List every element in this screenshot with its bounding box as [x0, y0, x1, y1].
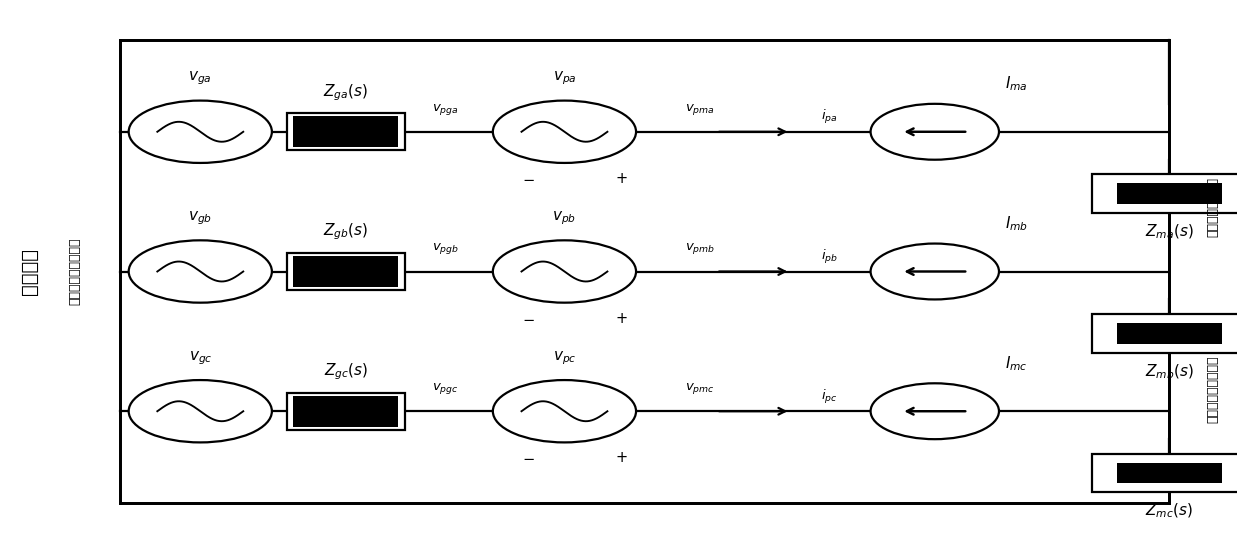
- Text: $+$: $+$: [615, 451, 627, 465]
- Text: $v_{pmc}$: $v_{pmc}$: [686, 381, 715, 396]
- Text: $v_{pb}$: $v_{pb}$: [553, 209, 577, 227]
- Text: $Z_{mb}(s)$: $Z_{mb}(s)$: [1145, 362, 1194, 381]
- Bar: [294, 396, 398, 427]
- Text: $v_{gb}$: $v_{gb}$: [188, 209, 212, 227]
- Bar: [294, 256, 398, 287]
- Text: $i_{pb}$: $i_{pb}$: [821, 248, 838, 266]
- Text: $Z_{mc}(s)$: $Z_{mc}(s)$: [1146, 502, 1193, 520]
- Bar: [120, 40, 1169, 503]
- Bar: [1117, 323, 1221, 344]
- Bar: [1117, 463, 1221, 483]
- Text: $i_{pa}$: $i_{pa}$: [821, 109, 838, 127]
- Text: $-$: $-$: [522, 451, 534, 465]
- Text: $+$: $+$: [615, 171, 627, 186]
- Bar: [288, 253, 404, 290]
- Text: $v_{pmb}$: $v_{pmb}$: [686, 242, 715, 256]
- Circle shape: [129, 380, 272, 443]
- Circle shape: [129, 100, 272, 163]
- Text: $I_{ma}$: $I_{ma}$: [1006, 74, 1028, 93]
- Circle shape: [870, 244, 999, 299]
- Text: $v_{pga}$: $v_{pga}$: [433, 102, 459, 117]
- Circle shape: [492, 380, 636, 443]
- Text: $I_{mb}$: $I_{mb}$: [1006, 214, 1028, 233]
- Text: $v_{pa}$: $v_{pa}$: [553, 70, 577, 87]
- Circle shape: [129, 241, 272, 302]
- Text: $v_{pma}$: $v_{pma}$: [686, 102, 715, 117]
- Text: $v_{gc}$: $v_{gc}$: [188, 349, 212, 367]
- Text: $-$: $-$: [522, 171, 534, 186]
- Text: $Z_{gc}(s)$: $Z_{gc}(s)$: [324, 362, 368, 382]
- Text: $Z_{ma}(s)$: $Z_{ma}(s)$: [1145, 223, 1194, 241]
- Text: $-$: $-$: [522, 311, 534, 326]
- Text: $v_{pgb}$: $v_{pgb}$: [432, 242, 459, 256]
- Text: $+$: $+$: [615, 311, 627, 326]
- Bar: [1092, 174, 1240, 213]
- Text: 安数据等效电路模型: 安数据等效电路模型: [1207, 356, 1219, 424]
- Text: $v_{ga}$: $v_{ga}$: [188, 70, 212, 87]
- Circle shape: [870, 383, 999, 439]
- Text: 被测电力电子装置: 被测电力电子装置: [1207, 177, 1219, 237]
- Text: $Z_{ga}(s)$: $Z_{ga}(s)$: [324, 82, 368, 103]
- Circle shape: [492, 241, 636, 302]
- Text: 戴维南等效电路模型: 戴维南等效电路模型: [68, 238, 81, 305]
- Text: $v_{pc}$: $v_{pc}$: [553, 349, 577, 367]
- Text: 交流电网: 交流电网: [20, 248, 40, 295]
- Bar: [288, 113, 404, 150]
- Circle shape: [870, 104, 999, 160]
- Bar: [288, 393, 404, 430]
- Bar: [1092, 314, 1240, 352]
- Text: $I_{mc}$: $I_{mc}$: [1006, 354, 1028, 372]
- Text: $v_{pgc}$: $v_{pgc}$: [433, 381, 459, 396]
- Text: $Z_{gb}(s)$: $Z_{gb}(s)$: [324, 222, 368, 243]
- Bar: [1117, 184, 1221, 204]
- Text: $i_{pc}$: $i_{pc}$: [821, 388, 838, 406]
- Bar: [294, 116, 398, 147]
- Bar: [1092, 454, 1240, 493]
- Circle shape: [492, 100, 636, 163]
